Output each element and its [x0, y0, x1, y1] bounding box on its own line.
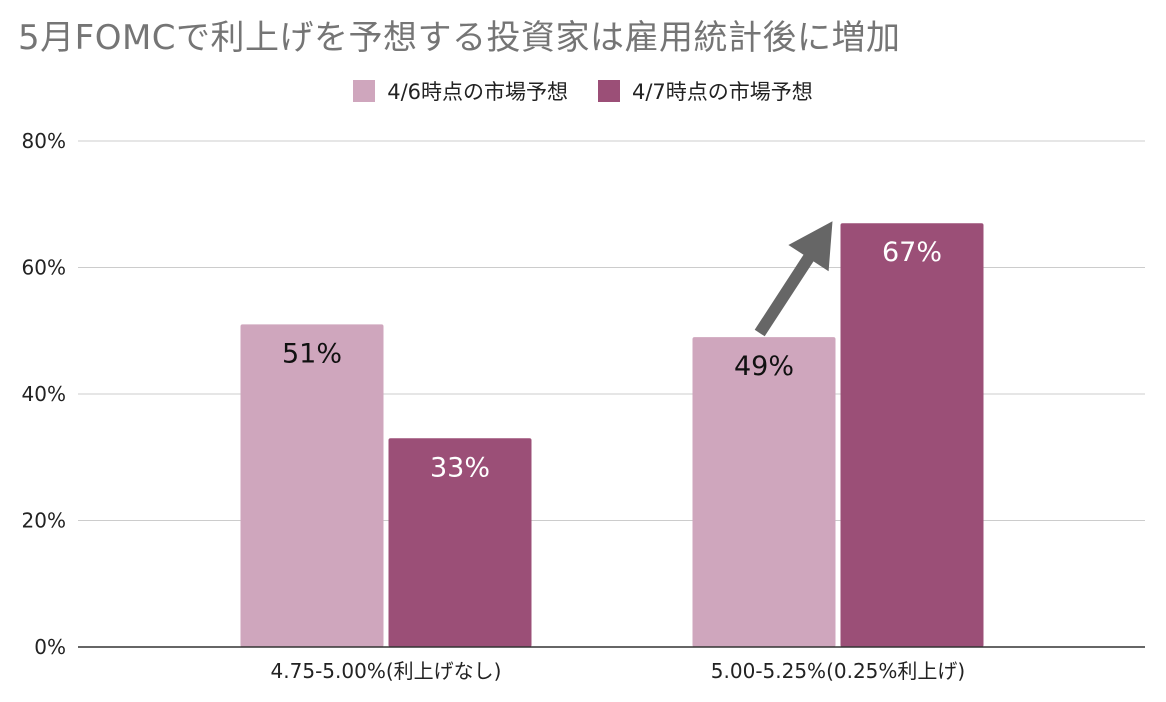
data-label: 67%: [882, 237, 942, 268]
legend-label-series-2: 4/7時点の市場予想: [632, 80, 813, 104]
x-tick-label: 5.00-5.25%(0.25%利上げ): [711, 659, 965, 683]
legend-label-series-1: 4/6時点の市場予想: [387, 80, 568, 104]
legend-swatch-series-2: [598, 80, 620, 102]
legend-item-series-2: 4/7時点の市場予想: [598, 76, 813, 106]
bar: [692, 337, 836, 647]
data-label: 49%: [734, 351, 794, 382]
x-tick-label: 4.75-5.00%(利上げなし): [271, 659, 502, 683]
legend-swatch-series-1: [353, 80, 376, 102]
bar: [840, 223, 984, 647]
bar: [388, 438, 532, 647]
y-tick-label: 80%: [22, 129, 66, 153]
legend: 4/6時点の市場予想 4/7時点の市場予想: [0, 76, 1166, 106]
data-label: 33%: [430, 452, 490, 483]
y-tick-label: 20%: [22, 509, 66, 533]
y-tick-label: 60%: [22, 256, 66, 280]
y-tick-label: 40%: [22, 382, 66, 406]
data-label: 51%: [282, 338, 342, 369]
bar: [240, 324, 384, 647]
y-tick-label: 0%: [34, 635, 66, 659]
chart-title: 5月FOMCで利上げを予想する投資家は雇用統計後に増加: [18, 18, 901, 58]
legend-item-series-1: 4/6時点の市場予想: [353, 76, 568, 106]
annotation-arrow: [754, 221, 833, 337]
